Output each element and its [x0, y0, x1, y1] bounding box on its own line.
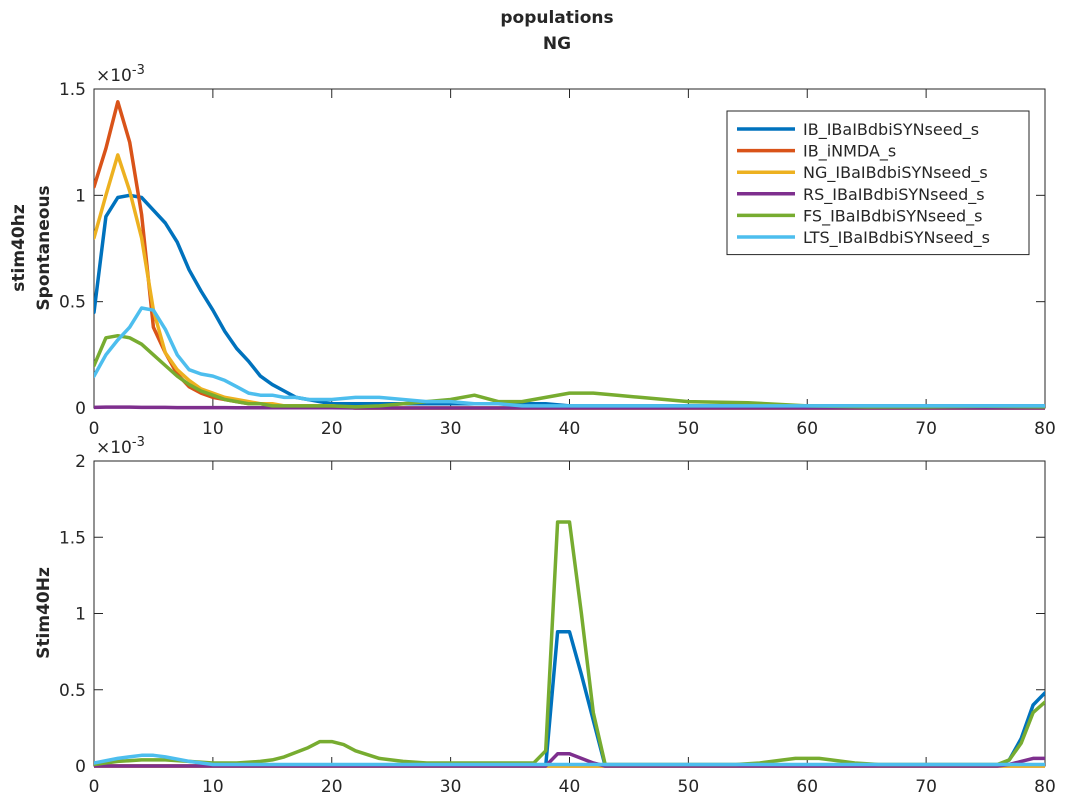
y-exponent-label: ×10-3 — [96, 63, 145, 86]
series-line — [94, 333, 1045, 409]
y-tick-label: 1.5 — [59, 528, 86, 548]
x-tick-label: 40 — [559, 777, 581, 797]
legend-entry: NG_IBaIBdbiSYNseed_s — [803, 163, 988, 183]
x-tick-label: 60 — [796, 419, 818, 439]
y-axis-label-line2: Spontaneous — [34, 185, 54, 310]
y-tick-label: 1 — [75, 186, 86, 206]
x-tick-label: 10 — [202, 777, 224, 797]
y-tick-label: 0.5 — [59, 681, 86, 701]
bottom-axes: 0 10 20 30 40 50 60 70 80 0 0.5 1 1.5 2 ×10-3 Stim40Hz — [34, 435, 1056, 797]
x-tick-label: 40 — [559, 419, 581, 439]
x-tick-label: 70 — [915, 777, 937, 797]
x-tick-label: 80 — [1034, 777, 1056, 797]
plot-area — [93, 460, 1046, 767]
y-tick-label: 2 — [75, 452, 86, 472]
series-group — [94, 100, 1045, 410]
x-tick-label: 50 — [678, 777, 700, 797]
y-tick-label: 0.5 — [59, 293, 86, 313]
top-axes: 0 10 20 30 40 50 60 70 80 0 0.5 1 1.5 ×10-3 stim40hz Sp… — [9, 63, 1056, 439]
x-tick-label: 60 — [796, 777, 818, 797]
x-tick-label: 30 — [440, 777, 462, 797]
y-tick-label: 0 — [75, 757, 86, 777]
series-line — [94, 753, 1045, 767]
figure-title-line2: NG — [543, 34, 571, 54]
series-line — [94, 306, 1045, 408]
x-tick-label: 20 — [321, 419, 343, 439]
x-tick-label: 50 — [678, 419, 700, 439]
y-tick-label: 1 — [75, 605, 86, 625]
x-tick-label: 10 — [202, 419, 224, 439]
y-tick-label: 1.5 — [59, 80, 86, 100]
figure-title-line1: populations — [500, 8, 613, 28]
legend-entry: LTS_IBaIBdbiSYNseed_s — [803, 228, 990, 248]
x-tick-label: 70 — [915, 419, 937, 439]
x-tick-label: 0 — [89, 419, 100, 439]
legend-entry: IB_IBaIBdbiSYNseed_s — [803, 120, 979, 140]
x-tick-label: 30 — [440, 419, 462, 439]
legend-entry: FS_IBaIBdbiSYNseed_s — [803, 206, 982, 226]
series-group — [94, 520, 1045, 768]
x-tick-label: 80 — [1034, 419, 1056, 439]
y-exponent-label: ×10-3 — [96, 435, 145, 458]
x-tick-label: 20 — [321, 777, 343, 797]
legend-entry: IB_iNMDA_s — [803, 142, 896, 162]
x-tick-label: 0 — [89, 777, 100, 797]
y-axis-label-line1: stim40hz — [9, 204, 29, 292]
y-axis-label-line2: Stim40Hz — [34, 567, 54, 659]
y-tick-label: 0 — [75, 399, 86, 419]
legend-box — [726, 110, 1030, 256]
legend-entry: RS_IBaIBdbiSYNseed_s — [803, 185, 985, 205]
